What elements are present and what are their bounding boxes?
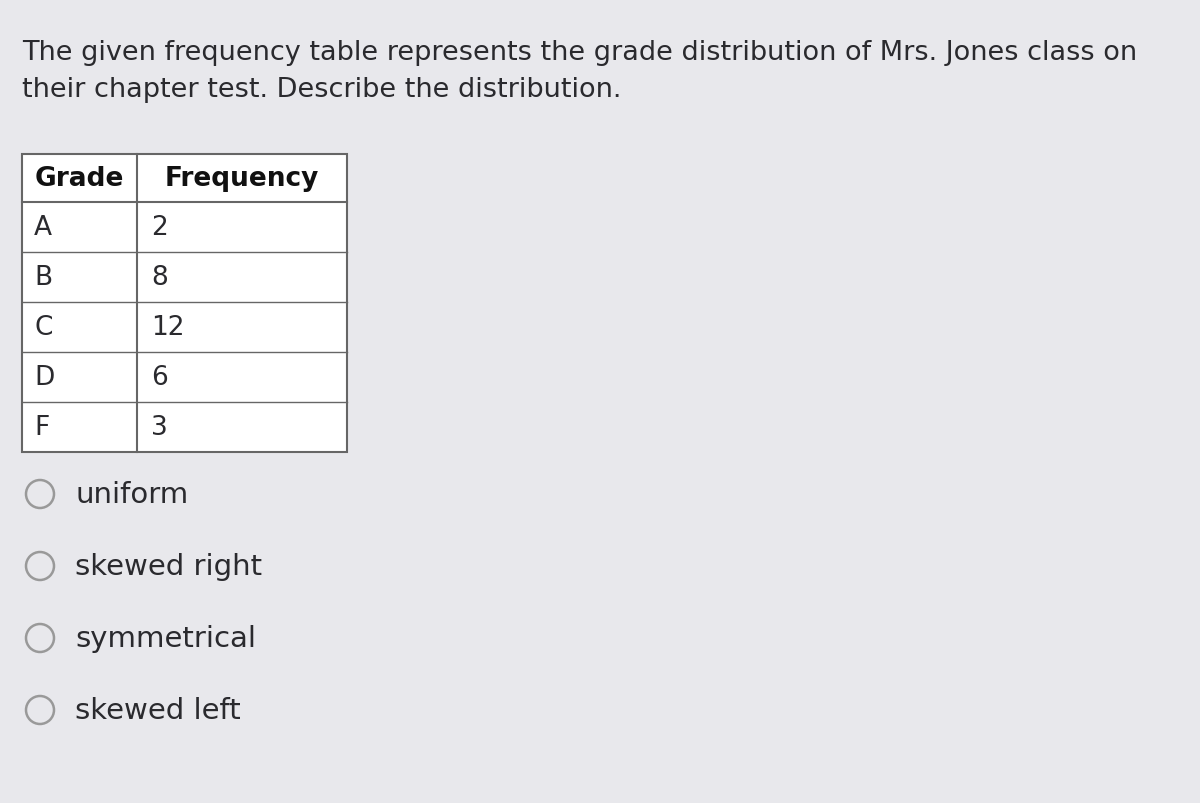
Bar [22,155,347,452]
Text: 2: 2 [151,214,168,241]
Text: skewed right: skewed right [74,552,262,581]
Text: skewed left: skewed left [74,696,241,724]
Text: symmetrical: symmetrical [74,624,256,652]
Text: 3: 3 [151,414,168,441]
Text: C: C [34,315,53,340]
Text: 12: 12 [151,315,185,340]
Text: their chapter test. Describe the distribution.: their chapter test. Describe the distrib… [22,77,622,103]
Text: D: D [34,365,54,390]
Text: A: A [34,214,52,241]
Text: uniform: uniform [74,480,188,508]
Text: B: B [34,265,52,291]
Text: 6: 6 [151,365,168,390]
Text: Grade: Grade [35,165,124,192]
Text: F: F [34,414,49,441]
Text: The given frequency table represents the grade distribution of Mrs. Jones class : The given frequency table represents the… [22,40,1138,66]
Bar [22,155,347,452]
Text: 8: 8 [151,265,168,291]
Text: Frequency: Frequency [164,165,319,192]
